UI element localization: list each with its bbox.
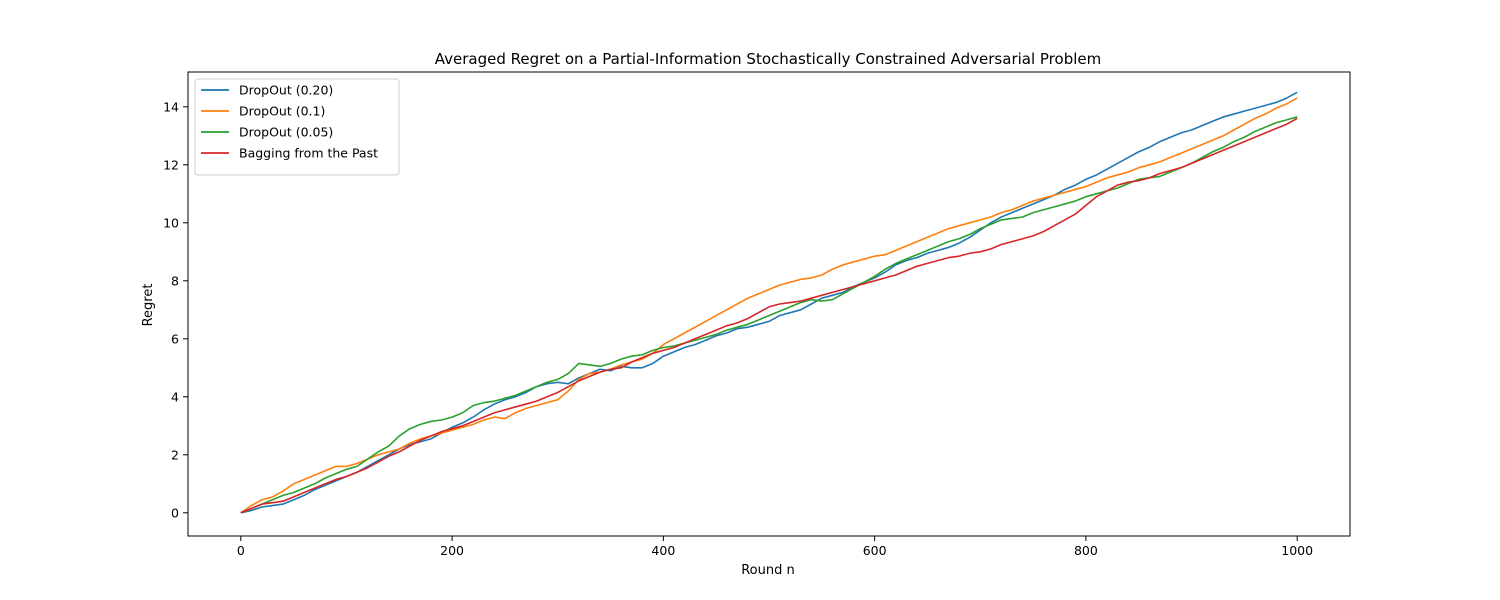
y-tick-label: 2 <box>171 447 179 462</box>
x-tick-label: 800 <box>1074 543 1098 558</box>
axes-frame <box>187 71 1351 537</box>
legend-entry-1: DropOut (0.20) <box>239 83 333 98</box>
y-axis-label: Regret <box>141 284 156 327</box>
y-tick-label: 10 <box>163 215 179 230</box>
legend-entry-3: DropOut (0.05) <box>239 125 333 140</box>
legend-entry-4: Bagging from the Past <box>239 146 378 161</box>
series-line-2 <box>240 97 1298 514</box>
y-tick-label: 14 <box>163 99 179 114</box>
x-tick-label: 200 <box>440 543 464 558</box>
series-line-4 <box>240 117 1298 514</box>
x-tick-label: 0 <box>237 543 245 558</box>
chart-title: Averaged Regret on a Partial-Information… <box>435 50 1101 68</box>
x-tick-label: 600 <box>863 543 887 558</box>
x-tick-label: 1000 <box>1281 543 1313 558</box>
x-tick-label: 400 <box>651 543 675 558</box>
plot-area: 0 200 400 600 800 1000 0 2 4 6 8 10 12 14 DropOut (0.2… <box>163 71 1351 558</box>
y-tick-label: 12 <box>163 157 179 172</box>
y-tick-label: 0 <box>171 505 179 520</box>
y-tick-label: 4 <box>171 389 179 404</box>
y-tick-label: 6 <box>171 331 179 346</box>
y-tick-label: 8 <box>171 273 179 288</box>
series-line-3 <box>240 116 1298 514</box>
legend-entry-2: DropOut (0.1) <box>239 104 325 119</box>
x-axis-label: Round n <box>741 563 795 578</box>
legend-box <box>194 78 400 176</box>
